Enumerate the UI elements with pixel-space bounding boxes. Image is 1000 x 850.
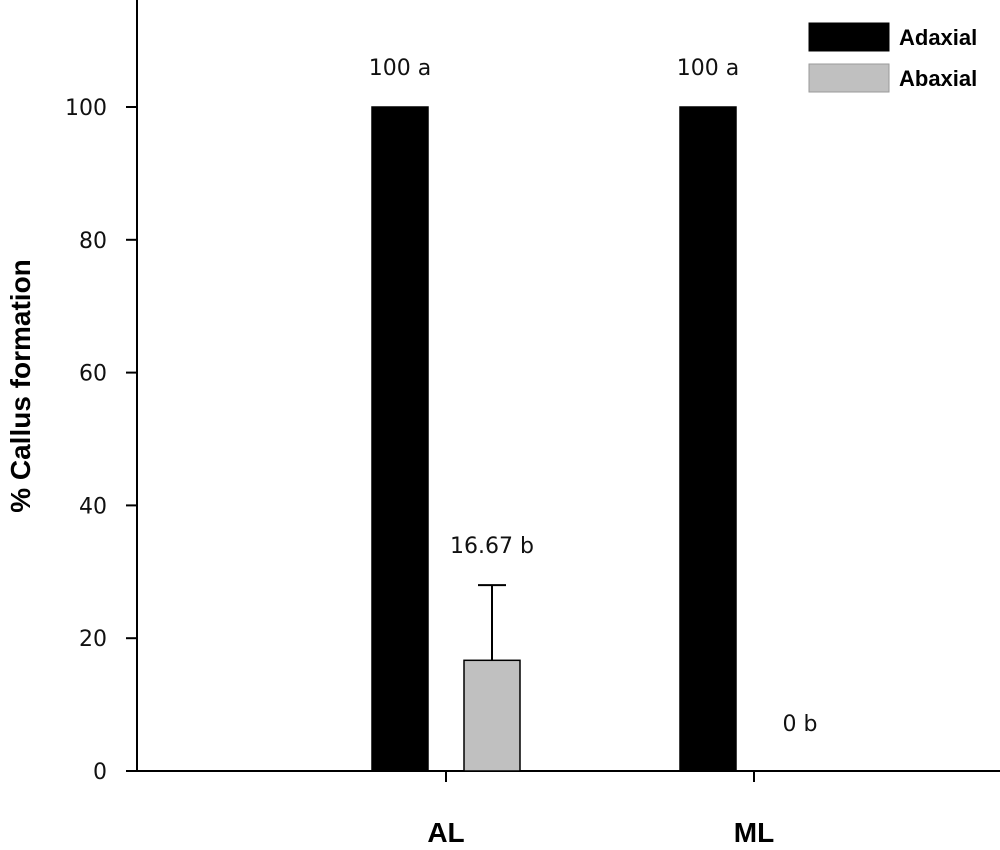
y-tick-label: 20 <box>79 627 107 652</box>
y-tick-label: 60 <box>79 362 107 387</box>
y-axis-title: % Callus formation <box>5 259 36 513</box>
data-label: 16.67 b <box>450 534 534 559</box>
x-category-label: ML <box>734 817 774 848</box>
bar-adaxial-al <box>371 106 429 772</box>
data-label: 100 a <box>677 56 739 81</box>
bar-abaxial-al <box>463 659 521 772</box>
y-tick-label: 40 <box>79 494 107 519</box>
legend-swatch-abaxial <box>808 63 890 93</box>
legend-swatch-adaxial <box>808 22 890 52</box>
y-tick-label: 100 <box>65 96 107 121</box>
y-tick-label: 80 <box>79 229 107 254</box>
y-tick-label: 0 <box>93 760 107 785</box>
legend: Adaxial Abaxial <box>808 22 977 93</box>
data-label: 100 a <box>369 56 431 81</box>
axes <box>136 0 1000 772</box>
bars: 100 a 100 a 16.67 b 0 b <box>369 56 818 772</box>
y-ticks: 0 20 40 60 80 100 <box>65 96 137 785</box>
data-label: 0 b <box>783 712 818 737</box>
x-category-label: AL <box>427 817 464 848</box>
legend-label-adaxial: Adaxial <box>899 25 977 50</box>
x-categories: AL ML <box>427 771 774 848</box>
legend-label-abaxial: Abaxial <box>899 66 977 91</box>
bar-adaxial-ml <box>679 106 737 772</box>
